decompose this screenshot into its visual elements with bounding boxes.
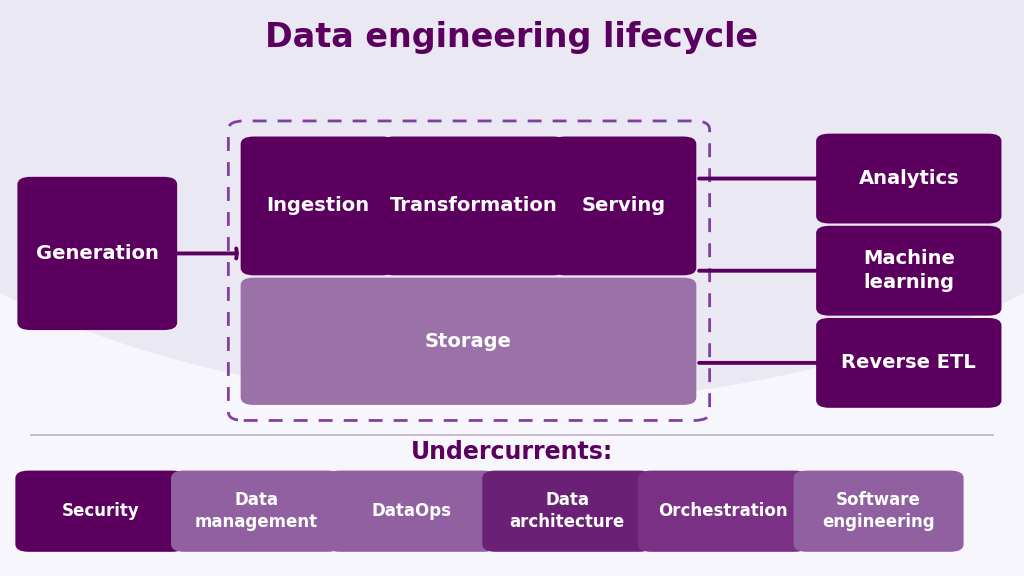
FancyBboxPatch shape: [816, 226, 1001, 316]
Text: Generation: Generation: [36, 244, 159, 263]
FancyBboxPatch shape: [638, 471, 808, 552]
FancyBboxPatch shape: [381, 137, 566, 275]
Text: Software
engineering: Software engineering: [822, 491, 935, 531]
Text: Data
management: Data management: [195, 491, 317, 531]
Text: Machine
learning: Machine learning: [863, 249, 954, 292]
FancyBboxPatch shape: [171, 471, 341, 552]
Text: Security: Security: [61, 502, 139, 520]
FancyBboxPatch shape: [17, 177, 177, 330]
Text: Transformation: Transformation: [390, 196, 557, 215]
FancyBboxPatch shape: [241, 137, 395, 275]
Text: Storage: Storage: [425, 332, 512, 351]
Text: Analytics: Analytics: [858, 169, 959, 188]
Wedge shape: [0, 0, 1024, 403]
FancyBboxPatch shape: [241, 278, 696, 405]
Text: Data engineering lifecycle: Data engineering lifecycle: [265, 21, 759, 54]
Text: DataOps: DataOps: [372, 502, 452, 520]
FancyBboxPatch shape: [327, 471, 497, 552]
FancyBboxPatch shape: [482, 471, 652, 552]
FancyBboxPatch shape: [816, 318, 1001, 408]
Text: Ingestion: Ingestion: [266, 196, 370, 215]
FancyBboxPatch shape: [816, 134, 1001, 223]
Text: Data
architecture: Data architecture: [510, 491, 625, 531]
Text: Reverse ETL: Reverse ETL: [842, 354, 976, 372]
Text: Serving: Serving: [582, 196, 667, 215]
FancyBboxPatch shape: [794, 471, 964, 552]
FancyBboxPatch shape: [552, 137, 696, 275]
FancyBboxPatch shape: [15, 471, 185, 552]
Text: Undercurrents:: Undercurrents:: [411, 440, 613, 464]
Text: Orchestration: Orchestration: [658, 502, 787, 520]
